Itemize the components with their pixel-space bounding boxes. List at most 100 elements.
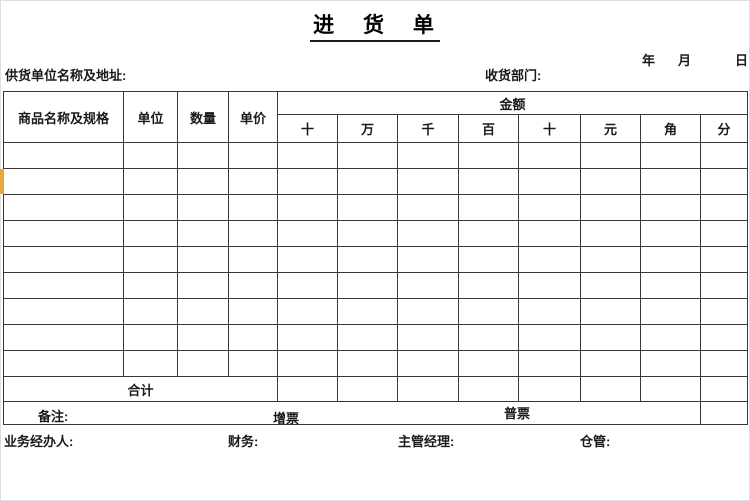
data-cell[interactable] <box>123 350 178 377</box>
data-cell[interactable] <box>228 350 278 377</box>
data-cell[interactable] <box>397 168 459 195</box>
data-cell[interactable] <box>337 194 398 221</box>
data-cell[interactable] <box>177 194 229 221</box>
data-cell[interactable] <box>277 272 338 299</box>
data-cell[interactable] <box>458 194 519 221</box>
data-cell[interactable] <box>458 324 519 351</box>
data-cell[interactable] <box>458 350 519 377</box>
data-cell[interactable] <box>177 142 229 169</box>
total-amount-cell[interactable] <box>397 376 459 402</box>
data-cell[interactable] <box>337 298 398 325</box>
total-amount-cell[interactable] <box>337 376 398 402</box>
data-cell[interactable] <box>123 272 178 299</box>
data-cell[interactable] <box>3 298 124 325</box>
data-cell[interactable] <box>277 298 338 325</box>
data-cell[interactable] <box>580 324 641 351</box>
data-cell[interactable] <box>699 324 749 351</box>
total-amount-cell[interactable] <box>640 376 701 402</box>
data-cell[interactable] <box>228 246 278 273</box>
data-cell[interactable] <box>397 298 459 325</box>
data-cell[interactable] <box>640 272 701 299</box>
data-cell[interactable] <box>337 350 398 377</box>
data-cell[interactable] <box>640 324 701 351</box>
data-cell[interactable] <box>458 272 519 299</box>
data-cell[interactable] <box>3 168 124 195</box>
data-cell[interactable] <box>3 350 124 377</box>
data-cell[interactable] <box>337 246 398 273</box>
data-cell[interactable] <box>3 324 124 351</box>
data-cell[interactable] <box>177 168 229 195</box>
data-cell[interactable] <box>337 220 398 247</box>
data-cell[interactable] <box>458 142 519 169</box>
data-cell[interactable] <box>177 324 229 351</box>
data-cell[interactable] <box>458 298 519 325</box>
total-amount-cell[interactable] <box>699 376 749 402</box>
data-cell[interactable] <box>277 220 338 247</box>
data-cell[interactable] <box>699 272 749 299</box>
data-cell[interactable] <box>397 194 459 221</box>
data-cell[interactable] <box>397 324 459 351</box>
data-cell[interactable] <box>640 298 701 325</box>
data-cell[interactable] <box>337 142 398 169</box>
data-cell[interactable] <box>277 324 338 351</box>
data-cell[interactable] <box>177 350 229 377</box>
data-cell[interactable] <box>277 142 338 169</box>
data-cell[interactable] <box>123 142 178 169</box>
data-cell[interactable] <box>277 350 338 377</box>
data-cell[interactable] <box>518 246 581 273</box>
data-cell[interactable] <box>699 350 749 377</box>
data-cell[interactable] <box>228 194 278 221</box>
data-cell[interactable] <box>640 246 701 273</box>
data-cell[interactable] <box>3 142 124 169</box>
data-cell[interactable] <box>458 168 519 195</box>
data-cell[interactable] <box>518 168 581 195</box>
data-cell[interactable] <box>123 168 178 195</box>
data-cell[interactable] <box>580 194 641 221</box>
data-cell[interactable] <box>580 168 641 195</box>
data-cell[interactable] <box>228 168 278 195</box>
total-amount-cell[interactable] <box>458 376 519 402</box>
data-cell[interactable] <box>177 272 229 299</box>
total-amount-cell[interactable] <box>518 376 581 402</box>
data-cell[interactable] <box>177 220 229 247</box>
data-cell[interactable] <box>518 324 581 351</box>
data-cell[interactable] <box>699 298 749 325</box>
total-amount-cell[interactable] <box>277 376 338 402</box>
data-cell[interactable] <box>3 246 124 273</box>
data-cell[interactable] <box>518 220 581 247</box>
data-cell[interactable] <box>277 246 338 273</box>
data-cell[interactable] <box>640 142 701 169</box>
data-cell[interactable] <box>640 168 701 195</box>
data-cell[interactable] <box>699 220 749 247</box>
data-cell[interactable] <box>397 246 459 273</box>
data-cell[interactable] <box>228 324 278 351</box>
data-cell[interactable] <box>397 220 459 247</box>
data-cell[interactable] <box>699 194 749 221</box>
data-cell[interactable] <box>337 168 398 195</box>
data-cell[interactable] <box>3 220 124 247</box>
data-cell[interactable] <box>518 298 581 325</box>
data-cell[interactable] <box>580 246 641 273</box>
data-cell[interactable] <box>458 246 519 273</box>
data-cell[interactable] <box>518 350 581 377</box>
remark-cell[interactable]: 备注: 增票 普票 <box>3 401 701 425</box>
data-cell[interactable] <box>699 142 749 169</box>
remark-extra-cell[interactable] <box>699 401 749 425</box>
data-cell[interactable] <box>337 324 398 351</box>
data-cell[interactable] <box>518 194 581 221</box>
data-cell[interactable] <box>580 220 641 247</box>
data-cell[interactable] <box>337 272 398 299</box>
data-cell[interactable] <box>228 298 278 325</box>
data-cell[interactable] <box>123 324 178 351</box>
data-cell[interactable] <box>580 142 641 169</box>
data-cell[interactable] <box>123 194 178 221</box>
data-cell[interactable] <box>518 272 581 299</box>
data-cell[interactable] <box>580 298 641 325</box>
data-cell[interactable] <box>228 272 278 299</box>
data-cell[interactable] <box>640 350 701 377</box>
data-cell[interactable] <box>640 220 701 247</box>
data-cell[interactable] <box>3 194 124 221</box>
data-cell[interactable] <box>397 142 459 169</box>
data-cell[interactable] <box>699 246 749 273</box>
data-cell[interactable] <box>277 168 338 195</box>
